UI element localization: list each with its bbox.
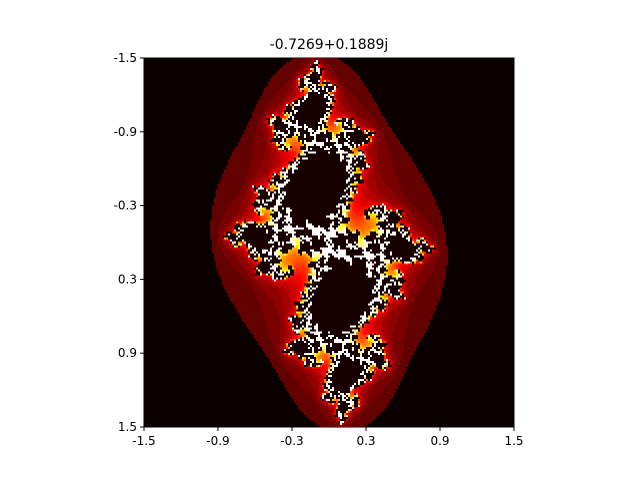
y-tick-label: 0.9: [118, 346, 137, 360]
julia-set-heatmap: [144, 58, 514, 427]
x-tick-label: 1.5: [504, 434, 523, 448]
y-tick-label: -0.9: [114, 125, 137, 139]
y-tick-label: 0.3: [118, 272, 137, 286]
y-tick-label: -1.5: [114, 51, 137, 65]
y-tick-label: -0.3: [114, 199, 137, 213]
y-axis: -1.5 -0.9 -0.3 0.3 0.9 1.5: [114, 51, 144, 434]
chart-title: -0.7269+0.1889j: [270, 37, 389, 53]
y-tick-label: 1.5: [118, 420, 137, 434]
x-tick-label: -0.9: [206, 434, 229, 448]
x-tick-label: 0.9: [430, 434, 449, 448]
x-tick-label: -1.5: [132, 434, 155, 448]
x-tick-label: 0.3: [356, 434, 375, 448]
x-tick-label: -0.3: [280, 434, 303, 448]
x-axis: -1.5 -0.9 -0.3 0.3 0.9 1.5: [132, 427, 523, 448]
